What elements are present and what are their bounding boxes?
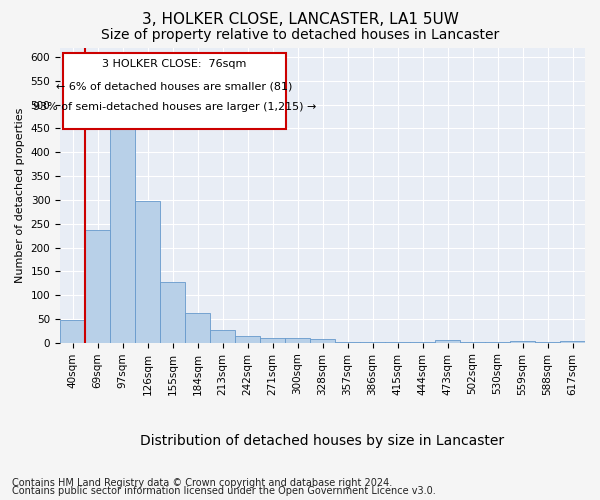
Text: 93% of semi-detached houses are larger (1,215) →: 93% of semi-detached houses are larger (… <box>32 102 316 112</box>
Text: 3, HOLKER CLOSE, LANCASTER, LA1 5UW: 3, HOLKER CLOSE, LANCASTER, LA1 5UW <box>142 12 458 28</box>
Bar <box>185 313 210 343</box>
Text: ← 6% of detached houses are smaller (81): ← 6% of detached houses are smaller (81) <box>56 82 292 92</box>
Bar <box>310 340 335 343</box>
Y-axis label: Number of detached properties: Number of detached properties <box>15 108 25 283</box>
Bar <box>560 342 585 343</box>
Bar <box>210 330 235 343</box>
Text: 3 HOLKER CLOSE:  76sqm: 3 HOLKER CLOSE: 76sqm <box>102 60 247 70</box>
Bar <box>285 338 310 343</box>
X-axis label: Distribution of detached houses by size in Lancaster: Distribution of detached houses by size … <box>140 434 505 448</box>
Text: Contains HM Land Registry data © Crown copyright and database right 2024.: Contains HM Land Registry data © Crown c… <box>12 478 392 488</box>
Bar <box>235 336 260 343</box>
Bar <box>510 341 535 343</box>
Bar <box>260 338 285 343</box>
Bar <box>160 282 185 343</box>
Text: Size of property relative to detached houses in Lancaster: Size of property relative to detached ho… <box>101 28 499 42</box>
FancyBboxPatch shape <box>62 54 286 128</box>
Bar <box>85 230 110 343</box>
Bar <box>435 340 460 343</box>
Bar <box>60 320 85 343</box>
Text: Contains public sector information licensed under the Open Government Licence v3: Contains public sector information licen… <box>12 486 436 496</box>
Bar <box>135 201 160 343</box>
Bar <box>110 119 135 343</box>
